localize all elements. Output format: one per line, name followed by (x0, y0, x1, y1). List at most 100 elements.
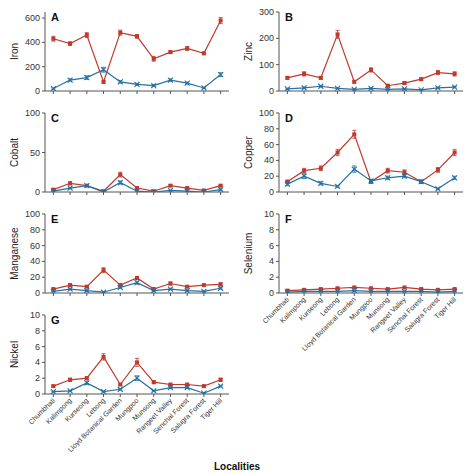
point-stroke (151, 288, 156, 293)
point-stroke (168, 78, 173, 83)
y-tick-label: 0 (269, 288, 274, 298)
point (435, 85, 440, 90)
y-tick (42, 18, 45, 19)
error-cap (85, 32, 89, 33)
point-stroke (135, 280, 140, 285)
y-tick (276, 128, 279, 129)
y-tick-label: 8 (35, 326, 40, 336)
error-bar (118, 30, 122, 35)
error-bar (319, 77, 323, 80)
point (51, 37, 55, 41)
point-stroke (302, 85, 307, 90)
x-tick (220, 394, 221, 397)
x-tick (203, 293, 204, 296)
series-line (53, 357, 220, 386)
y-tick (276, 229, 279, 230)
point (84, 288, 89, 293)
point-stroke (51, 86, 56, 91)
error-cap (336, 30, 340, 31)
point (135, 360, 139, 364)
x-tick (120, 293, 121, 296)
point-stroke (352, 288, 357, 293)
error-bar (135, 276, 139, 279)
point-stroke (101, 190, 106, 193)
x-tick (220, 192, 221, 195)
x-tick (153, 293, 154, 296)
error-bar (436, 168, 440, 173)
point-stroke (369, 178, 374, 183)
point-stroke (84, 380, 89, 385)
point-stroke (101, 389, 106, 394)
error-bar (302, 174, 306, 179)
point-stroke (285, 290, 290, 293)
point-stroke (285, 86, 290, 91)
point (302, 72, 306, 76)
point-stroke (151, 83, 156, 88)
point (84, 75, 89, 80)
point-stroke (218, 286, 223, 291)
point-stroke (318, 84, 323, 89)
point (436, 71, 440, 75)
y-tick-label: 50 (30, 148, 40, 158)
y-tick (276, 160, 279, 161)
plot-area (285, 130, 457, 191)
point (118, 285, 123, 290)
error-bar (68, 284, 72, 287)
error-bar (336, 30, 340, 38)
point-stroke (435, 290, 440, 293)
x-tick (203, 91, 204, 94)
y-tick (42, 192, 45, 193)
error-bar (85, 76, 89, 80)
error-bar (219, 73, 223, 77)
x-tick (421, 91, 422, 94)
point (285, 76, 289, 80)
y-tick (42, 261, 45, 262)
point (336, 151, 340, 155)
point (335, 289, 340, 293)
x-tick (70, 91, 71, 94)
point-stroke (168, 78, 173, 83)
point (318, 84, 323, 89)
point (319, 76, 323, 80)
x-tick (137, 91, 138, 94)
point-stroke (218, 187, 223, 192)
x-tick-label: Lloyd Botanical Garden (301, 296, 358, 353)
error-bar (152, 56, 156, 61)
y-tick (42, 245, 45, 246)
point (385, 289, 390, 293)
point (352, 132, 356, 136)
point-stroke (302, 289, 307, 293)
point-stroke (352, 167, 357, 172)
point-stroke (369, 289, 374, 293)
error-cap (118, 35, 122, 36)
point-stroke (318, 181, 323, 186)
point-stroke (84, 288, 89, 293)
error-cap (352, 172, 356, 173)
point-stroke (118, 180, 123, 185)
point (101, 389, 106, 394)
point (385, 175, 390, 180)
plot-area (51, 354, 223, 394)
point-stroke (135, 280, 140, 285)
point-stroke (335, 289, 340, 293)
point-stroke (385, 289, 390, 293)
y-tick-label: 80 (264, 124, 274, 134)
point (135, 376, 140, 381)
y-tick (42, 229, 45, 230)
x-tick (103, 394, 104, 397)
error-cap (118, 30, 122, 31)
point-stroke (51, 289, 56, 293)
x-tick (70, 192, 71, 195)
error-bar (336, 149, 340, 155)
point-stroke (285, 86, 290, 91)
point-stroke (135, 376, 140, 381)
point-stroke (151, 190, 156, 193)
point (219, 282, 223, 286)
plot-area (51, 268, 223, 293)
point-stroke (218, 384, 223, 389)
point-stroke (185, 385, 190, 390)
point-stroke (68, 287, 73, 292)
y-tick-label: 10 (30, 310, 40, 320)
point-stroke (218, 286, 223, 291)
y-tick-label: 0 (35, 187, 40, 197)
